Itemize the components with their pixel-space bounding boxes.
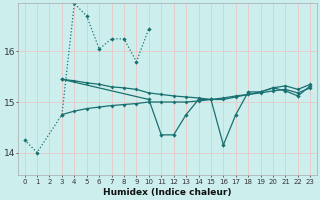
X-axis label: Humidex (Indice chaleur): Humidex (Indice chaleur) [103, 188, 232, 197]
